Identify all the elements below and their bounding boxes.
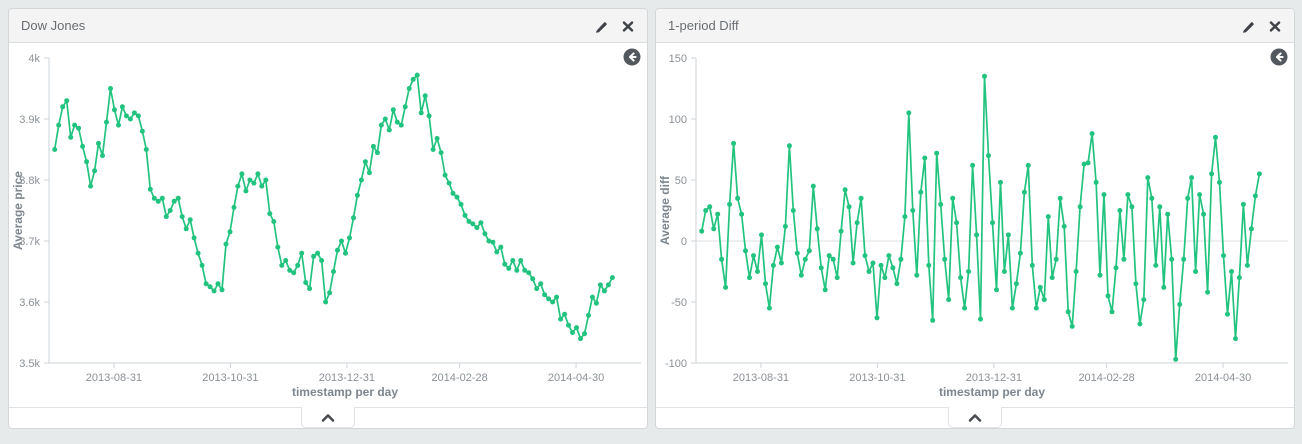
x-tick-label: 2013-12-31 <box>966 372 1022 384</box>
x-tick-label: 2013-10-31 <box>202 372 258 384</box>
y-tick-label: 4k <box>28 53 40 65</box>
x-tick-label: 2013-08-31 <box>86 372 142 384</box>
x-tick-label: 2014-02-28 <box>431 372 487 384</box>
y-tick-label: -50 <box>671 297 687 309</box>
x-tick-label: 2014-02-28 <box>1078 372 1134 384</box>
panel-dow-jones: Dow Jones 4k 3.9k 3.8k 3.7k 3.6k 3.5k 2013-08-… <box>8 8 648 429</box>
x-tick-label: 2014-04-30 <box>1195 372 1251 384</box>
diff-chart[interactable]: 150 100 50 0 -50 -100 2013-08-31 2013-10-31 2013… <box>656 43 1294 406</box>
x-tick-label: 2013-08-31 <box>733 372 789 384</box>
y-tick-label: 3.6k <box>19 297 40 309</box>
panel-body: 4k 3.9k 3.8k 3.7k 3.6k 3.5k 2013-08-31 2013-10-… <box>9 43 647 428</box>
chevron-up-icon[interactable] <box>301 406 355 428</box>
y-tick-label: 3.9k <box>19 114 40 126</box>
y-tick-label: 3.5k <box>19 358 40 370</box>
y-tick-label: 3.7k <box>19 236 40 248</box>
y-tick-label: 0 <box>681 236 687 248</box>
panel-body: 150 100 50 0 -50 -100 2013-08-31 2013-10-31 2013… <box>656 43 1294 428</box>
y-tick-label: -100 <box>665 358 687 370</box>
x-axis-title: timestamp per day <box>292 385 398 399</box>
y-tick-label: 3.8k <box>19 175 40 187</box>
close-icon[interactable] <box>1268 19 1282 33</box>
panel-title: Dow Jones <box>21 18 86 33</box>
panel-title: 1-period Diff <box>668 18 739 33</box>
y-axis-title: Average diff <box>658 175 672 245</box>
y-tick-label: 50 <box>675 175 687 187</box>
y-axis-title: Average price <box>11 171 25 250</box>
chevron-up-icon[interactable] <box>948 406 1002 428</box>
edit-icon[interactable] <box>1241 19 1255 33</box>
back-circle-icon[interactable] <box>623 48 641 66</box>
panel-header[interactable]: Dow Jones <box>9 9 647 43</box>
dow-jones-chart[interactable]: 4k 3.9k 3.8k 3.7k 3.6k 3.5k 2013-08-31 2013-10-… <box>9 43 647 406</box>
panel-header[interactable]: 1-period Diff <box>656 9 1294 43</box>
edit-icon[interactable] <box>594 19 608 33</box>
x-axis-title: timestamp per day <box>939 385 1045 399</box>
y-tick-label: 150 <box>669 53 687 65</box>
dashboard: Dow Jones 4k 3.9k 3.8k 3.7k 3.6k 3.5k 2013-08-… <box>8 8 1295 429</box>
x-tick-label: 2013-10-31 <box>849 372 905 384</box>
close-icon[interactable] <box>621 19 635 33</box>
x-tick-label: 2013-12-31 <box>319 372 375 384</box>
panel-1-period-diff: 1-period Diff 150 100 50 0 -50 -100 2013-08-31… <box>655 8 1295 429</box>
x-tick-label: 2014-04-30 <box>548 372 604 384</box>
back-circle-icon[interactable] <box>1270 48 1288 66</box>
y-tick-label: 100 <box>669 114 687 126</box>
